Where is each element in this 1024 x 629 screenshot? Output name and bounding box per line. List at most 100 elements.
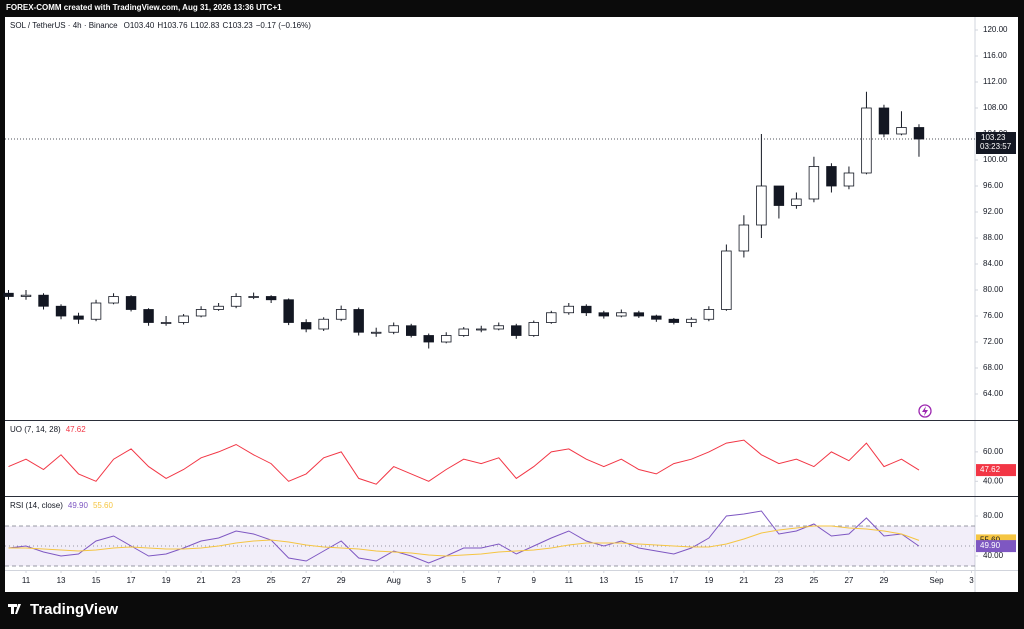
x-tick-label: 25 xyxy=(809,576,818,585)
event-icon[interactable] xyxy=(918,404,932,418)
candle-body xyxy=(703,309,715,320)
candle-body xyxy=(738,224,750,252)
indicator-value: 47.62 xyxy=(66,425,87,434)
value-tag: 49.90 xyxy=(980,541,1001,550)
candle-body xyxy=(230,296,242,307)
y-tick-label: 84.00 xyxy=(983,259,1004,268)
candle-body xyxy=(598,312,610,317)
candle-body xyxy=(178,315,189,323)
x-tick-label: 9 xyxy=(532,576,537,585)
candle-body xyxy=(213,305,224,310)
candle-body xyxy=(546,312,557,323)
candle-body xyxy=(300,322,312,330)
brand-logo: TradingView xyxy=(8,601,118,618)
y-tick-label: 108.00 xyxy=(983,103,1008,112)
candle-body xyxy=(160,322,172,324)
change: −0.17 (−0.16%) xyxy=(256,21,311,30)
candle-body xyxy=(686,318,697,323)
ohlc-key: L xyxy=(191,21,196,30)
value-tag: 47.62 xyxy=(980,465,1001,474)
y-tick-label: 92.00 xyxy=(983,207,1004,216)
candle-body xyxy=(265,296,277,301)
y-tick-label: 64.00 xyxy=(983,389,1004,398)
indicator-value: 55.60 xyxy=(93,501,114,510)
x-tick-label: 29 xyxy=(879,576,888,585)
candle-body xyxy=(143,309,154,323)
candle-body xyxy=(843,172,855,187)
price-tag-bg xyxy=(976,132,1016,155)
symbol-title: SOL / TetherUS · 4h · Binance xyxy=(10,21,118,30)
x-tick-label: 15 xyxy=(634,576,643,585)
ohlc-key: C xyxy=(222,21,228,30)
x-tick-label: 21 xyxy=(197,576,206,585)
y-tick-label: 80.00 xyxy=(983,285,1004,294)
y-tick-label: 100.00 xyxy=(983,155,1008,164)
value-tag-bg xyxy=(976,540,1016,553)
y-tick-label: 68.00 xyxy=(983,363,1004,372)
candle-body xyxy=(423,335,434,343)
x-tick-label: 5 xyxy=(462,576,467,585)
x-tick-label: 27 xyxy=(844,576,853,585)
candle-body xyxy=(773,185,785,206)
x-tick-label: Aug xyxy=(387,576,401,585)
x-tick-label: 25 xyxy=(267,576,276,585)
candle-body xyxy=(563,305,575,314)
candle-body xyxy=(528,322,539,336)
indicator-line xyxy=(8,525,920,557)
x-tick-label: 15 xyxy=(92,576,101,585)
candle-body xyxy=(283,299,294,323)
x-tick-label: 29 xyxy=(337,576,346,585)
candle-body xyxy=(721,250,732,310)
credit: FOREX-COMM created with TradingView.com,… xyxy=(6,3,282,12)
ohlc-value: 103.40 xyxy=(130,21,155,30)
candle-body xyxy=(861,107,872,174)
x-tick-label: 19 xyxy=(162,576,171,585)
candle-body xyxy=(248,296,259,298)
candle-body xyxy=(668,318,680,323)
event-icon-bolt xyxy=(922,406,928,416)
candle-body xyxy=(651,315,662,320)
candle-body xyxy=(405,325,417,336)
candle-body xyxy=(511,325,522,336)
ohlc-value: 103.23 xyxy=(228,21,253,30)
x-tick-label: 23 xyxy=(232,576,241,585)
candle-body xyxy=(20,294,32,297)
candle-body xyxy=(913,127,925,140)
y-tick-label: 88.00 xyxy=(983,233,1004,242)
y-tick-label: 60.00 xyxy=(983,447,1004,456)
price-tag: 103.23 xyxy=(981,133,1006,142)
candle-body xyxy=(756,185,767,226)
candle-body xyxy=(493,325,504,330)
x-tick-label: 7 xyxy=(497,576,502,585)
y-tick-label: 112.00 xyxy=(983,77,1007,86)
candle-body xyxy=(388,325,399,333)
candle-body xyxy=(195,309,207,317)
y-tick-label: 116.00 xyxy=(983,51,1007,60)
candle-body xyxy=(318,318,329,330)
x-tick-label: 13 xyxy=(57,576,66,585)
candle-body xyxy=(791,198,802,206)
indicator-value: 49.90 xyxy=(68,501,89,510)
candle-body xyxy=(896,127,907,135)
y-tick-label: 40.00 xyxy=(983,551,1004,560)
x-tick-label: 11 xyxy=(22,576,31,585)
candle-body xyxy=(878,107,890,135)
candle-body xyxy=(808,166,820,200)
x-tick-label: 27 xyxy=(302,576,311,585)
x-tick-label: 17 xyxy=(127,576,136,585)
candle-body xyxy=(90,302,102,320)
candle-body xyxy=(3,292,14,297)
candle-body xyxy=(38,294,49,307)
x-tick-label: 23 xyxy=(774,576,783,585)
candle-body xyxy=(335,309,347,320)
x-tick-label: Sep xyxy=(929,576,944,585)
indicator-line xyxy=(8,439,920,485)
x-tick-label: 3 xyxy=(426,576,431,585)
x-tick-label: 17 xyxy=(669,576,678,585)
y-tick-label: 80.00 xyxy=(983,511,1004,520)
brand-name: TradingView xyxy=(30,601,118,618)
ohlc-value: 103.76 xyxy=(163,21,188,30)
x-tick-label: 21 xyxy=(739,576,748,585)
y-tick-label: 76.00 xyxy=(983,311,1004,320)
indicator-title: UO (7, 14, 28) xyxy=(10,425,61,434)
